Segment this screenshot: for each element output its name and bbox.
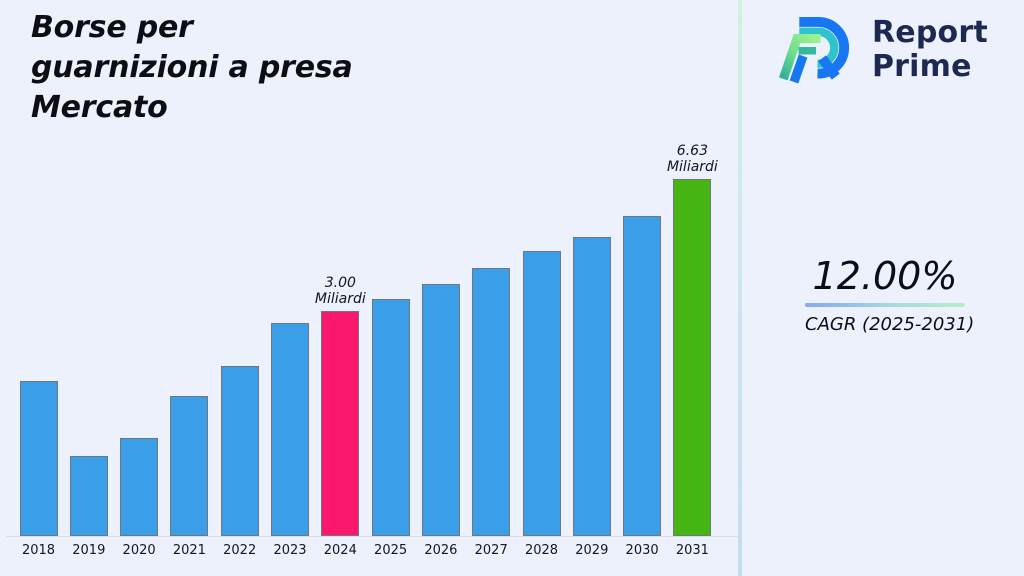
cagr-value: 12.00% bbox=[812, 254, 958, 298]
x-tick-label-2022: 2022 bbox=[223, 543, 257, 558]
bar-2019 bbox=[69, 456, 108, 536]
chart-panel: Borse per guarnizioni a presa Mercato 20… bbox=[6, 8, 738, 558]
bar-2027 bbox=[472, 268, 511, 536]
bar-2031 bbox=[673, 179, 712, 536]
cagr-block: 12.00% CAGR (2025-2031) bbox=[805, 253, 975, 335]
bar-2026 bbox=[421, 284, 460, 536]
bar-2029 bbox=[572, 237, 611, 536]
x-tick-label-2027: 2027 bbox=[474, 543, 508, 558]
x-tick-label-2018: 2018 bbox=[21, 543, 56, 558]
bar-2024 bbox=[321, 311, 360, 536]
x-tick-label-2019: 2019 bbox=[72, 543, 106, 558]
x-tick-label-2028: 2028 bbox=[524, 543, 559, 558]
bar-2021 bbox=[170, 396, 209, 536]
x-tick-label-2025: 2025 bbox=[374, 543, 408, 558]
x-axis-line bbox=[6, 536, 738, 537]
x-tick-label-2023: 2023 bbox=[273, 543, 307, 558]
chart-title-line: guarnizioni a presa bbox=[31, 50, 353, 85]
report-prime-logo-icon bbox=[779, 16, 850, 84]
logo-blue-stripe bbox=[789, 54, 808, 84]
summary-panel: Report Prime 12.00% CAGR (2025-2031) bbox=[742, 0, 1024, 576]
logo-blue-leg bbox=[818, 55, 840, 80]
x-tick-label-2021: 2021 bbox=[172, 543, 206, 558]
bar-plot: 2018 2019 2020 2021 2022 2023 2024 2025 2026 2027… bbox=[6, 143, 738, 558]
brand-name-line2: Prime bbox=[872, 49, 972, 84]
logo-green-stroke bbox=[779, 34, 821, 81]
x-tick-label-2031: 2031 bbox=[675, 543, 709, 558]
chart-title: Borse per guarnizioni a presa Mercato bbox=[31, 8, 411, 128]
bar-2025 bbox=[371, 299, 410, 536]
bar-2030 bbox=[623, 216, 662, 536]
bar-2018 bbox=[19, 381, 58, 536]
chart-title-line: Mercato bbox=[31, 90, 168, 125]
bar-2023 bbox=[271, 323, 309, 536]
chart-title-line: Borse per bbox=[31, 10, 193, 45]
x-tick-label-2026: 2026 bbox=[424, 543, 458, 558]
bar-2028 bbox=[522, 251, 561, 536]
cagr-label: CAGR (2025-2031) bbox=[805, 314, 975, 335]
cagr-underline bbox=[805, 303, 965, 307]
panel-divider bbox=[738, 0, 742, 576]
x-tick-label-2020: 2020 bbox=[122, 543, 156, 558]
x-tick-label-2029: 2029 bbox=[575, 543, 609, 558]
brand-block: Report Prime bbox=[778, 11, 988, 89]
value-annotation-2024: 3.00 Miliardi bbox=[314, 275, 366, 307]
bar-2022 bbox=[220, 366, 259, 536]
x-tick-label-2024: 2024 bbox=[323, 543, 357, 558]
brand-name-line1: Report bbox=[872, 15, 988, 50]
x-tick-label-2030: 2030 bbox=[625, 543, 659, 558]
value-annotation-2031: 6.63 Miliardi bbox=[666, 143, 718, 175]
bar-2020 bbox=[120, 438, 159, 536]
brand-name: Report Prime bbox=[872, 16, 988, 84]
